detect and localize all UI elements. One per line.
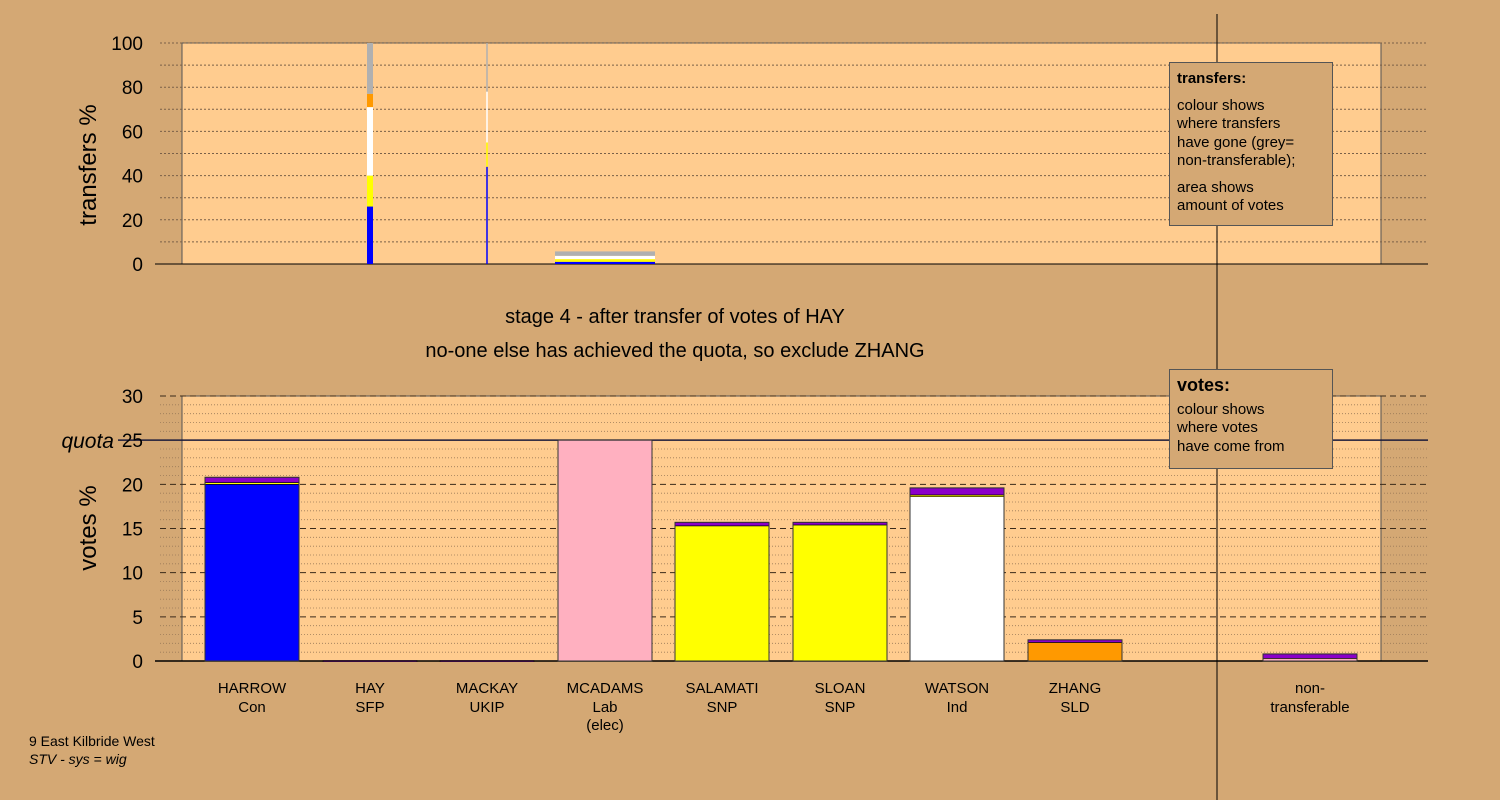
candidate-name-label: ZHANG [1049,680,1102,697]
vote-segment [674,522,770,527]
transfers-legend: transfers: colour shows where transfers … [1169,62,1333,226]
transfers-legend-title: transfers: [1177,70,1247,87]
transfer-segment [367,93,373,108]
transfers-y-tick-label: 80 [122,78,143,99]
vote-segment [439,660,535,662]
candidate-name-label: MACKAY [456,680,518,697]
vote-segment [792,524,888,662]
candidate-party-label: SNP [825,699,856,716]
votes-y-ticks: 0 5 10 15 20 25 30 [122,387,143,673]
quota-label: quota [61,430,114,453]
votes-y-tick-label: 10 [122,564,143,585]
vote-segment [1027,642,1123,662]
votes-x-labels: HARROW Con HAY SFP MACKAY UKIP MCADAMS Lab(elec… [218,680,1350,734]
candidate-name-label: WATSON [925,680,989,697]
transfer-segment [555,251,655,256]
votes-y-tick-label: 20 [122,475,143,496]
transfers-y-tick-label: 0 [132,255,143,276]
candidate-party-label: SNP [707,699,738,716]
system-label: STV - sys = wig [29,751,127,767]
vote-segment [204,484,300,662]
transfers-y-tick-label: 100 [111,34,143,55]
vote-segment [909,487,1005,496]
transfers-y-tick-label: 20 [122,211,143,232]
votes-legend-line: where votes [1177,419,1258,436]
transfer-segment [367,175,373,207]
candidate-name-label: MCADAMS [567,680,644,697]
transfer-segment [486,91,488,143]
votes-y-tick-label: 30 [122,387,143,408]
candidate-party-label: Lab [592,699,617,716]
votes-y-tick-label: 25 [122,431,143,452]
candidate-party-label: transferable [1270,699,1349,716]
vote-bar-outline [557,439,653,662]
ward-name: 9 East Kilbride West [29,733,155,749]
transfers-legend-line: where transfers [1177,115,1281,132]
votes-y-tick-label: 5 [132,608,143,629]
vote-segment [557,439,653,662]
votes-legend-line: colour shows [1177,400,1265,418]
candidate-elected-label: (elec) [586,717,624,734]
transfer-segment [367,107,373,176]
vote-segment [322,660,418,662]
vote-segment [674,525,770,662]
candidate-party-label: SFP [355,699,384,716]
transfers-y-label: transfers % [75,104,102,225]
vote-bar-outline [674,521,770,662]
vote-bar-outline [1262,653,1358,662]
candidate-party-label: Con [238,699,266,716]
transfer-segment [486,166,488,264]
transfers-y-ticks: 0 20 40 60 80 100 [111,34,143,276]
candidate-name-label: HARROW [218,680,287,697]
candidate-party-label: Ind [947,699,968,716]
transfers-y-tick-label: 40 [122,167,143,188]
vote-segment [909,496,1005,662]
transfer-segment [555,259,655,262]
transfers-legend-line: area shows [1177,178,1254,196]
vote-bar-outline [1027,639,1123,662]
transfers-y-tick-label: 60 [122,122,143,143]
transfers-legend-line: non-transferable); [1177,152,1296,169]
candidate-party-label: SLD [1060,699,1089,716]
stage-title: stage 4 - after transfer of votes of HAY [505,306,845,328]
transfer-segment [555,255,655,260]
candidate-party-label: UKIP [469,699,504,716]
transfer-segment [367,206,373,264]
votes-bars [204,439,1358,662]
votes-y-label: votes % [75,485,102,570]
votes-legend: votes: colour shows where votes have com… [1169,369,1333,469]
transfer-segment [367,43,373,94]
vote-bar-outline [204,476,300,662]
footer: 9 East Kilbride West STV - sys = wig [29,732,155,768]
vote-bar-outline [909,487,1005,662]
vote-segment [204,476,300,483]
transfer-segment [486,142,488,167]
transfer-segment [555,261,655,264]
transfers-bars [367,43,655,264]
candidate-name-label: SALAMATI [685,680,758,697]
transfer-segment [486,43,488,92]
stage-subtitle: no-one else has achieved the quota, so e… [425,340,924,362]
vote-segment [1262,653,1358,659]
vote-bar-outline [792,521,888,662]
votes-y-tick-label: 0 [132,652,143,673]
candidate-name-label: HAY [355,680,385,697]
votes-legend-line: have come from [1177,437,1285,455]
transfers-legend-line: colour shows [1177,96,1265,114]
transfers-legend-line: amount of votes [1177,197,1284,214]
votes-y-tick-label: 15 [122,520,143,541]
candidate-name-label: SLOAN [815,680,866,697]
votes-legend-title: votes: [1177,375,1231,395]
candidate-name-label: non- [1295,680,1325,697]
transfers-legend-line: have gone (grey= [1177,133,1295,151]
